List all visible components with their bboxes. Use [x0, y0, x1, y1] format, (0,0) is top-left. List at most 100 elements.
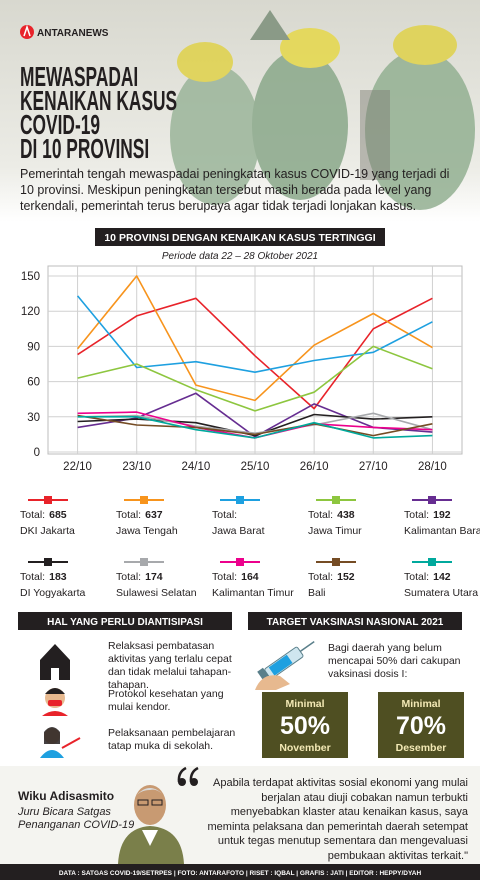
footer-bar [0, 864, 480, 880]
total-label: Total: [404, 509, 429, 521]
y-tick-label: 90 [27, 341, 40, 353]
target-label: Minimal [285, 698, 324, 710]
legend-total: Total: 192 [404, 509, 451, 521]
intro: Pemerintah tengah mewaspadai peningkatan… [20, 167, 450, 213]
title-line: DI 10 PROVINSI [20, 133, 149, 164]
total-label: Total: [308, 571, 333, 583]
legend-name: Jawa Barat [212, 525, 265, 537]
chart-subtitle: Periode data 22 – 28 Oktober 2021 [162, 251, 318, 262]
legend-marker [140, 558, 148, 566]
total-label: Total: [116, 571, 141, 583]
chart-title-bar [95, 228, 385, 246]
series-line [77, 416, 433, 439]
x-tick-label: 26/10 [300, 461, 329, 473]
anticipation-item: Protokol kesehatan yang mulai kendor. [108, 688, 224, 713]
plot: 0 30 60 90 120 150 22/10 23/10 24/10 25/10 26/10 27… [21, 266, 462, 473]
x-tick-label: 25/10 [241, 461, 270, 473]
legend-name: Bali [308, 587, 326, 599]
legend-marker [140, 496, 148, 504]
legend-total: Total: 142 [404, 571, 451, 583]
total-value: 183 [49, 571, 67, 583]
total-value: 637 [145, 509, 163, 521]
legend-marker [236, 496, 244, 504]
y-tick-label: 60 [27, 377, 40, 389]
logo-mark-a [23, 24, 31, 37]
legend-marker [44, 558, 52, 566]
total-label: Total: [212, 509, 237, 521]
target-month: Desember [396, 742, 447, 754]
total-value: 174 [145, 571, 163, 583]
title-line: MEWASPADAI [20, 61, 138, 92]
x-tick-label: 22/10 [63, 461, 92, 473]
series-line [77, 414, 433, 437]
targets: Minimal 50% November Minimal 70% Desember [262, 692, 464, 758]
total-value: 164 [241, 571, 259, 583]
total-value: 152 [337, 571, 355, 583]
quote-background [0, 766, 480, 864]
total-label: Total: [20, 509, 45, 521]
section-bar [248, 612, 462, 630]
logo: ANTARANEWS [37, 28, 109, 39]
legend: Total: 685 DKI Jakarta Total: 637 Jawa Tengah… [20, 496, 480, 599]
title-group: MEWASPADAI KENAIKAN KASUS COVID-19 DI 10… [20, 61, 177, 164]
legend-name: Sulawesi Selatan [116, 587, 197, 599]
vaccination-text: Bagi daerah yang belum mencapai 50% dari… [328, 642, 461, 680]
y-tick-label: 120 [21, 306, 40, 318]
anticipation-item: Pelaksanaan pembelajaran tatap muka di s… [108, 727, 236, 752]
anticipation-item: Relaksasi pembatasan aktivitas yang terl… [108, 640, 232, 691]
header-illustration [170, 10, 475, 210]
total-label: Total: [308, 509, 333, 521]
icon-teacher [40, 727, 81, 758]
icon-hand [255, 675, 290, 690]
legend-total: Total: 152 [308, 571, 355, 583]
legend-total: Total: 685 [20, 509, 67, 521]
x-tick-label: 27/10 [359, 461, 388, 473]
series-line [77, 297, 433, 410]
footer: DATA : SATGAS COVID-19/SETRPES | FOTO: A… [59, 870, 422, 877]
legend-name: DKI Jakarta [20, 525, 75, 537]
legend-total: Total: 438 [308, 509, 355, 521]
series-line [77, 345, 433, 412]
target-month: November [279, 742, 330, 754]
total-label: Total: [404, 571, 429, 583]
series-line [77, 412, 433, 434]
legend-total: Total: 637 [116, 509, 163, 521]
legend-marker [236, 558, 244, 566]
x-tick-label: 24/10 [181, 461, 210, 473]
target-box [262, 692, 348, 758]
legend-name: DI Yogyakarta [20, 587, 86, 599]
quote-text: Apabila terdapat aktivitas sosial ekonom… [207, 777, 469, 862]
speaker-role: Juru Bicara Satgas Penanganan COVID-19 [18, 806, 135, 831]
legend-total: Total: [212, 509, 237, 521]
icon-person-mask [42, 688, 68, 716]
y-tick-label: 0 [34, 447, 40, 459]
title-line: KENAIKAN KASUS [20, 85, 177, 116]
legend-marker [44, 496, 52, 504]
section-title: TARGET VAKSINASI NASIONAL 2021 [267, 617, 444, 628]
series-line [76, 275, 433, 402]
legend-name: Jawa Timur [308, 525, 362, 537]
legend-total: Total: 164 [212, 571, 259, 583]
total-label: Total: [212, 571, 237, 583]
x-tick-label: 23/10 [122, 461, 151, 473]
y-tick-label: 30 [27, 412, 40, 424]
icon-school [40, 644, 70, 680]
target-box [378, 692, 464, 758]
target-value: 70% [396, 712, 446, 740]
y-tick-label: 150 [21, 271, 40, 283]
total-value: 192 [433, 509, 451, 521]
target-value: 50% [280, 712, 330, 740]
total-value: 438 [337, 509, 355, 521]
chart-title: 10 PROVINSI DENGAN KENAIKAN KASUS TERTIN… [104, 232, 375, 244]
speaker-photo [118, 785, 184, 864]
legend-marker [332, 558, 340, 566]
legend-marker [332, 496, 340, 504]
section-bar [18, 612, 232, 630]
legend-name: Jawa Tengah [116, 525, 178, 537]
legend-marker [428, 496, 436, 504]
title-line: COVID-19 [20, 109, 100, 140]
total-label: Total: [20, 571, 45, 583]
total-label: Total: [116, 509, 141, 521]
